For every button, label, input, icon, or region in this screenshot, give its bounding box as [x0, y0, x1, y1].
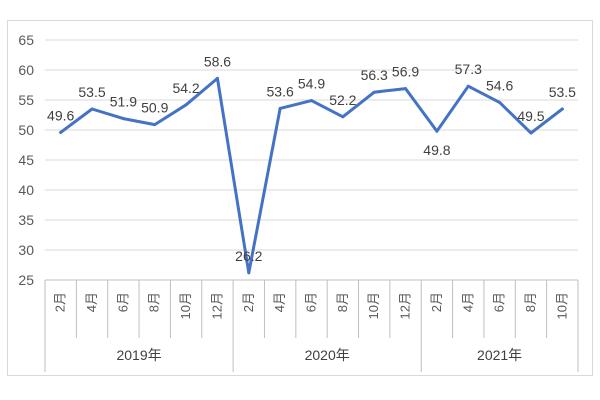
data-point — [310, 99, 313, 102]
x-tick-label: 10月 — [554, 292, 569, 319]
data-point — [498, 101, 501, 104]
data-label: 54.6 — [486, 77, 513, 93]
data-label: 53.5 — [78, 84, 105, 100]
x-tick-label: 6月 — [304, 292, 319, 312]
x-tick-label: 8月 — [335, 292, 350, 312]
data-point — [404, 87, 407, 90]
y-tick-label: 45 — [18, 152, 34, 168]
y-tick-label: 55 — [18, 92, 34, 108]
x-tick-label: 10月 — [178, 292, 193, 319]
y-tick-label: 50 — [18, 122, 34, 138]
data-label: 50.9 — [141, 100, 168, 116]
data-point — [91, 108, 94, 111]
data-label: 53.5 — [549, 84, 576, 100]
y-tick-label: 25 — [18, 272, 34, 288]
x-tick-label: 4月 — [84, 292, 99, 312]
group-label: 2021年 — [477, 347, 522, 363]
x-tick-label: 6月 — [115, 292, 130, 312]
data-label: 57.3 — [455, 61, 482, 77]
data-point — [561, 108, 564, 111]
group-label: 2019年 — [116, 347, 161, 363]
data-label: 54.9 — [298, 76, 325, 92]
data-label: 56.9 — [392, 64, 419, 80]
data-point — [122, 117, 125, 120]
y-tick-label: 30 — [18, 242, 34, 258]
data-label: 53.6 — [267, 83, 294, 99]
data-point — [185, 103, 188, 106]
y-tick-label: 60 — [18, 62, 34, 78]
x-tick-label: 4月 — [460, 292, 475, 312]
data-label: 58.6 — [204, 53, 231, 69]
data-label: 51.9 — [110, 94, 137, 110]
x-tick-label: 2月 — [53, 292, 68, 312]
data-label: 52.2 — [329, 92, 356, 108]
group-label: 2020年 — [305, 347, 350, 363]
line-chart: 25 30 35 40 45 50 55 60 65 2月 4月 6月 8月 10月 12月 2月 4月 6月 8月… — [0, 0, 600, 400]
data-point — [341, 115, 344, 118]
x-tick-label: 8月 — [147, 292, 162, 312]
x-tick-label: 12月 — [398, 292, 413, 319]
data-point — [373, 91, 376, 94]
y-tick-label: 65 — [18, 32, 34, 48]
data-label: 49.5 — [517, 108, 544, 124]
data-point — [216, 77, 219, 80]
data-point — [247, 271, 250, 274]
data-point — [279, 107, 282, 110]
x-tick-label: 8月 — [523, 292, 538, 312]
data-label: 49.8 — [423, 142, 450, 158]
y-tick-label: 35 — [18, 212, 34, 228]
data-point — [467, 85, 470, 88]
x-tick-label: 12月 — [209, 292, 224, 319]
data-point — [153, 123, 156, 126]
data-label: 26.2 — [235, 248, 262, 264]
data-point — [435, 130, 438, 133]
y-tick-label: 40 — [18, 182, 34, 198]
x-tick-label: 4月 — [272, 292, 287, 312]
data-point — [59, 131, 62, 134]
data-label: 54.2 — [172, 80, 199, 96]
x-tick-label: 6月 — [492, 292, 507, 312]
data-label: 56.3 — [361, 67, 388, 83]
x-tick-label: 10月 — [366, 292, 381, 319]
x-tick-label: 2月 — [241, 292, 256, 312]
x-tick-label: 2月 — [429, 292, 444, 312]
data-label: 49.6 — [47, 107, 74, 123]
data-point — [529, 132, 532, 135]
